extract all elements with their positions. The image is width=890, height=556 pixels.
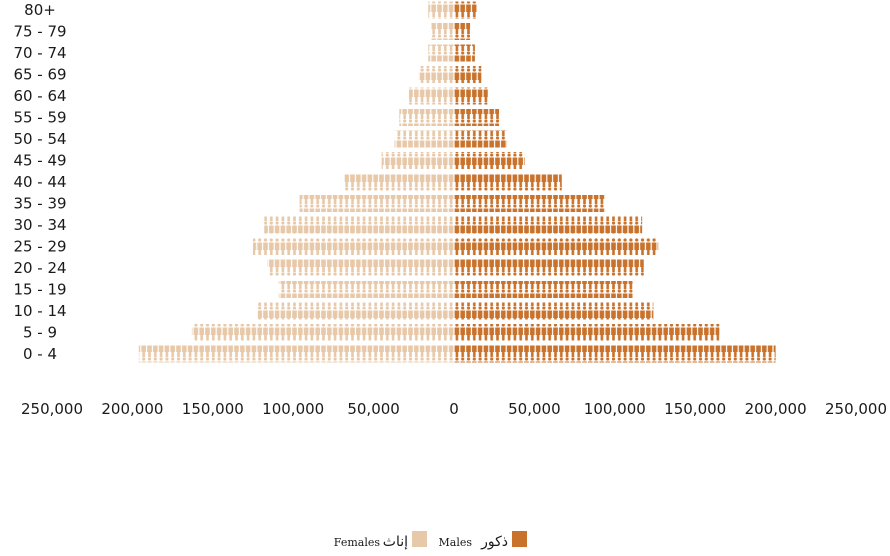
bar-females-60-64 [408,87,454,105]
legend-label-females-ar: إناث [383,534,408,550]
x-tick-label: 150,000 [664,400,726,418]
x-tick-label: 50,000 [347,400,400,418]
age-group-axis: 0 - 4 5 - 9 10 - 14 15 - 19 20 - 24 25 - 29 30… [13,1,66,363]
bar-females-0-4 [138,345,454,363]
bar-males-10-14 [454,302,654,320]
bar-males-45-49 [454,152,525,169]
legend-label-females: Females [334,536,381,549]
legend-swatch-males [512,531,527,547]
age-group-label: 70 - 74 [13,44,66,62]
x-tick-label: 200,000 [745,400,807,418]
x-tick-label: 150,000 [182,400,244,418]
age-group-label: 25 - 29 [13,238,66,256]
bar-females-30-34 [264,216,454,234]
x-tick-label: 100,000 [584,400,646,418]
bar-males-65-69 [454,66,482,83]
x-tick-label: 200,000 [101,400,163,418]
age-group-label: 65 - 69 [13,66,66,84]
bar-males-25-29 [454,238,659,255]
bar-females-75-79 [431,23,454,40]
bar-females-15-19 [278,281,454,298]
bar-females-10-14 [257,302,454,320]
bar-females-25-29 [253,238,454,255]
age-group-label: 75 - 79 [13,23,66,41]
x-tick-label: 250,000 [21,400,83,418]
bar-males-75-79 [454,23,471,40]
x-tick-label: 0 [449,400,459,418]
age-group-label: 30 - 34 [13,216,66,234]
legend-label-males-ar: ذكور [480,534,508,550]
age-group-label: 55 - 59 [13,109,66,127]
age-group-label: 80+ [24,1,56,19]
bar-females-20-24 [267,259,454,277]
x-tick-label: 100,000 [262,400,324,418]
age-group-label: 40 - 44 [13,173,66,191]
bar-males-15-19 [454,281,633,298]
bar-males-5-9 [454,324,720,341]
bar-females-50-54 [394,130,454,148]
bar-females-5-9 [191,324,454,341]
age-group-label: 15 - 19 [13,281,66,299]
x-tick-label: 250,000 [825,400,887,418]
age-group-label: 0 - 4 [23,345,57,363]
x-tick-label: 50,000 [508,400,561,418]
legend-swatch-females [412,531,427,547]
age-group-label: 5 - 9 [23,324,57,342]
plot-area [138,1,776,363]
bar-males-20-24 [454,259,644,277]
age-group-label: 60 - 64 [13,87,66,105]
legend: إناث Females ذكور Males [334,531,527,550]
bar-females-70-74 [428,44,454,62]
bar-males-70-74 [454,44,475,62]
bar-males-80plus [454,1,477,19]
bar-females-55-59 [399,109,454,126]
bar-males-0-4 [454,345,776,363]
bar-females-35-39 [299,195,454,212]
bar-males-60-64 [454,87,488,105]
bar-males-50-54 [454,130,508,148]
age-group-label: 20 - 24 [13,259,66,277]
age-group-label: 35 - 39 [13,195,66,213]
age-group-label: 50 - 54 [13,130,66,148]
age-group-label: 45 - 49 [13,152,66,170]
bar-males-40-44 [454,173,562,191]
bar-males-55-59 [454,109,500,126]
bar-males-35-39 [454,195,606,212]
age-group-label: 10 - 14 [13,302,66,320]
legend-label-males: Males [439,536,473,549]
bar-females-40-44 [344,173,454,191]
bar-females-45-49 [381,152,454,169]
population-axis: 250,000 200,000 150,000 100,000 50,000 0 50,00… [21,400,887,418]
bar-males-30-34 [454,216,643,234]
bar-females-80plus [428,1,454,19]
bar-females-65-69 [418,66,454,83]
